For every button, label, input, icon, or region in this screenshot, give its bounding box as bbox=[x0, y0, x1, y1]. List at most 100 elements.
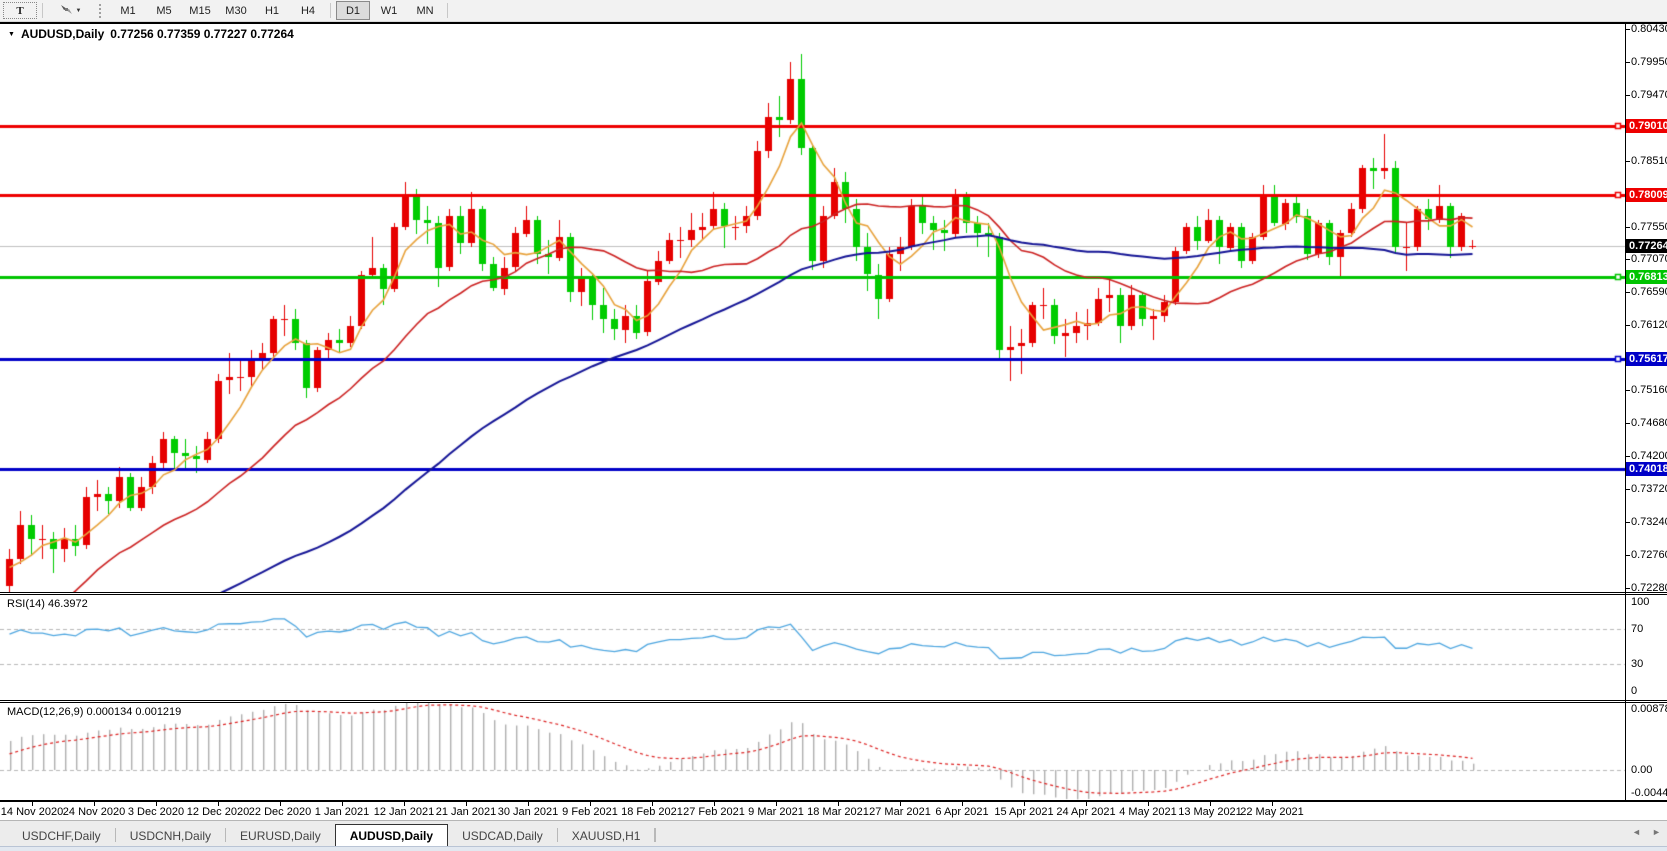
price-line-label: 0.79010 bbox=[1626, 119, 1667, 134]
text-tool-button[interactable]: T bbox=[3, 2, 37, 19]
timeframe-button-h1[interactable]: H1 bbox=[264, 4, 280, 17]
date-tick-mark bbox=[342, 802, 343, 806]
price-tick-mark bbox=[1625, 29, 1630, 30]
macd-tick-label: 0.00 bbox=[1631, 764, 1653, 776]
timeframe-button-mn[interactable]: MN bbox=[416, 4, 434, 17]
price-tick-mark bbox=[1625, 390, 1630, 392]
timeframe-button-h4[interactable]: H4 bbox=[300, 4, 316, 17]
rsi-tick-label: 0 bbox=[1631, 684, 1638, 697]
date-label: 24 Apr 2021 bbox=[1056, 806, 1116, 818]
price-tick-label: 0.78510 bbox=[1631, 154, 1667, 167]
date-label: 22 May 2021 bbox=[1240, 806, 1304, 818]
tab-separator bbox=[114, 828, 116, 842]
current-price-label: 0.77264 bbox=[1626, 239, 1667, 254]
date-label: 3 Dec 2020 bbox=[127, 806, 185, 818]
tab-scroll-left-icon[interactable]: ◄ bbox=[1632, 827, 1641, 837]
price-line-label: 0.78009 bbox=[1626, 188, 1667, 203]
macd-panel-canvas[interactable] bbox=[0, 703, 1625, 800]
timeframe-button-w1[interactable]: W1 bbox=[380, 4, 398, 17]
timeframe-button-m15[interactable]: M15 bbox=[189, 4, 211, 17]
price-tick-label: 0.72760 bbox=[1631, 549, 1667, 562]
cursor-tools-button[interactable]: ▼ bbox=[48, 1, 92, 20]
date-label: 12 Dec 2020 bbox=[186, 806, 250, 818]
tab-scroll-right-icon[interactable]: ► bbox=[1652, 827, 1661, 837]
date-tick-mark bbox=[1024, 802, 1025, 806]
price-tick-label: 0.75160 bbox=[1631, 384, 1667, 397]
price-tick-label: 0.77550 bbox=[1631, 220, 1667, 233]
tab-audusd[interactable]: AUDUSD,Daily bbox=[334, 824, 449, 848]
date-tick-mark bbox=[1210, 802, 1211, 806]
date-tick-mark bbox=[218, 802, 219, 806]
main-chart-canvas[interactable] bbox=[0, 24, 1625, 592]
timeframe-button-m1[interactable]: M1 bbox=[120, 4, 136, 17]
price-tick-mark bbox=[1625, 94, 1630, 96]
date-tick-mark bbox=[838, 802, 839, 806]
date-tick-mark bbox=[652, 802, 653, 806]
tab-usdcnh[interactable]: USDCNH,Daily bbox=[129, 829, 212, 843]
timeframe-button-d1[interactable]: D1 bbox=[336, 1, 370, 20]
date-tick-mark bbox=[1086, 802, 1087, 806]
timeframe-bar: M1 M5 M15 M30 H1 H4 D1 W1 MN bbox=[110, 1, 452, 20]
date-label: 18 Feb 2021 bbox=[621, 806, 683, 818]
price-tick-mark bbox=[1625, 226, 1630, 228]
price-tick-mark bbox=[1625, 423, 1630, 425]
date-tick-mark bbox=[32, 802, 33, 806]
price-tick-label: 0.73720 bbox=[1631, 483, 1667, 496]
chart-bottom-frame bbox=[0, 800, 1667, 802]
price-tick-mark bbox=[1625, 522, 1630, 524]
price-tick-label: 0.77070 bbox=[1631, 253, 1667, 266]
date-label: 13 May 2021 bbox=[1178, 806, 1242, 818]
date-tick-mark bbox=[776, 802, 777, 806]
price-tick-label: 0.79950 bbox=[1631, 55, 1667, 68]
date-tick-mark bbox=[962, 802, 963, 806]
price-tick-label: 0.76120 bbox=[1631, 318, 1667, 331]
chart-top-frame bbox=[0, 22, 1667, 24]
toolbar-separator bbox=[42, 3, 43, 18]
date-label: 18 Mar 2021 bbox=[807, 806, 869, 818]
date-label: 9 Feb 2021 bbox=[562, 806, 618, 818]
rsi-panel-canvas[interactable] bbox=[0, 595, 1625, 700]
date-tick-mark bbox=[1148, 802, 1149, 806]
tab-eurusd[interactable]: EURUSD,Daily bbox=[240, 829, 321, 843]
date-tick-mark bbox=[404, 802, 405, 806]
date-tick-mark bbox=[156, 802, 157, 806]
date-label: 24 Nov 2020 bbox=[62, 806, 126, 818]
date-label: 4 May 2021 bbox=[1119, 806, 1177, 818]
date-tick-mark bbox=[280, 802, 281, 806]
tab-usdchf[interactable]: USDCHF,Daily bbox=[22, 829, 101, 843]
macd-panel-separator[interactable] bbox=[0, 700, 1667, 703]
date-label: 6 Apr 2021 bbox=[935, 806, 989, 818]
toolbar-grip[interactable] bbox=[99, 3, 104, 18]
chart-ohlc-values: 0.77256 0.77359 0.77227 0.77264 bbox=[110, 27, 294, 41]
timeframe-button-m30[interactable]: M30 bbox=[225, 4, 247, 17]
chart-header: ▼ AUDUSD,Daily 0.77256 0.77359 0.77227 0… bbox=[8, 27, 294, 41]
macd-tick-label: 0.008782 bbox=[1631, 703, 1667, 715]
rsi-panel-separator[interactable] bbox=[0, 592, 1667, 595]
date-label: 1 Jan 2021 bbox=[314, 806, 370, 818]
timeframe-button-m5[interactable]: M5 bbox=[156, 4, 172, 17]
date-label: 22 Dec 2020 bbox=[248, 806, 312, 818]
price-tick-mark bbox=[1625, 160, 1630, 162]
rsi-tick-label: 100 bbox=[1631, 596, 1650, 608]
price-tick-label: 0.73240 bbox=[1631, 516, 1667, 529]
chart-symbol-label: AUDUSD,Daily bbox=[20, 27, 105, 41]
date-tick-mark bbox=[1272, 802, 1273, 806]
price-tick-mark bbox=[1625, 259, 1630, 261]
date-label: 27 Feb 2021 bbox=[683, 806, 745, 818]
tab-xauusd[interactable]: XAUUSD,H1 bbox=[571, 829, 641, 843]
rsi-tick-label: 30 bbox=[1631, 658, 1644, 671]
tab-usdcad[interactable]: USDCAD,Daily bbox=[462, 829, 543, 843]
price-axis-line bbox=[1625, 24, 1626, 800]
tab-separator bbox=[556, 828, 558, 842]
symbol-dropdown-icon[interactable]: ▼ bbox=[8, 30, 15, 38]
price-line-label: 0.76813 bbox=[1626, 270, 1667, 285]
price-tick-mark bbox=[1625, 324, 1630, 326]
date-label: 15 Apr 2021 bbox=[994, 806, 1054, 818]
chevron-down-icon: ▼ bbox=[75, 7, 82, 14]
date-tick-mark bbox=[714, 802, 715, 806]
tab-separator bbox=[654, 828, 656, 842]
price-line-label: 0.74018 bbox=[1626, 461, 1667, 476]
price-tick-label: 0.72280 bbox=[1631, 582, 1667, 594]
date-label: 9 Mar 2021 bbox=[748, 806, 804, 818]
